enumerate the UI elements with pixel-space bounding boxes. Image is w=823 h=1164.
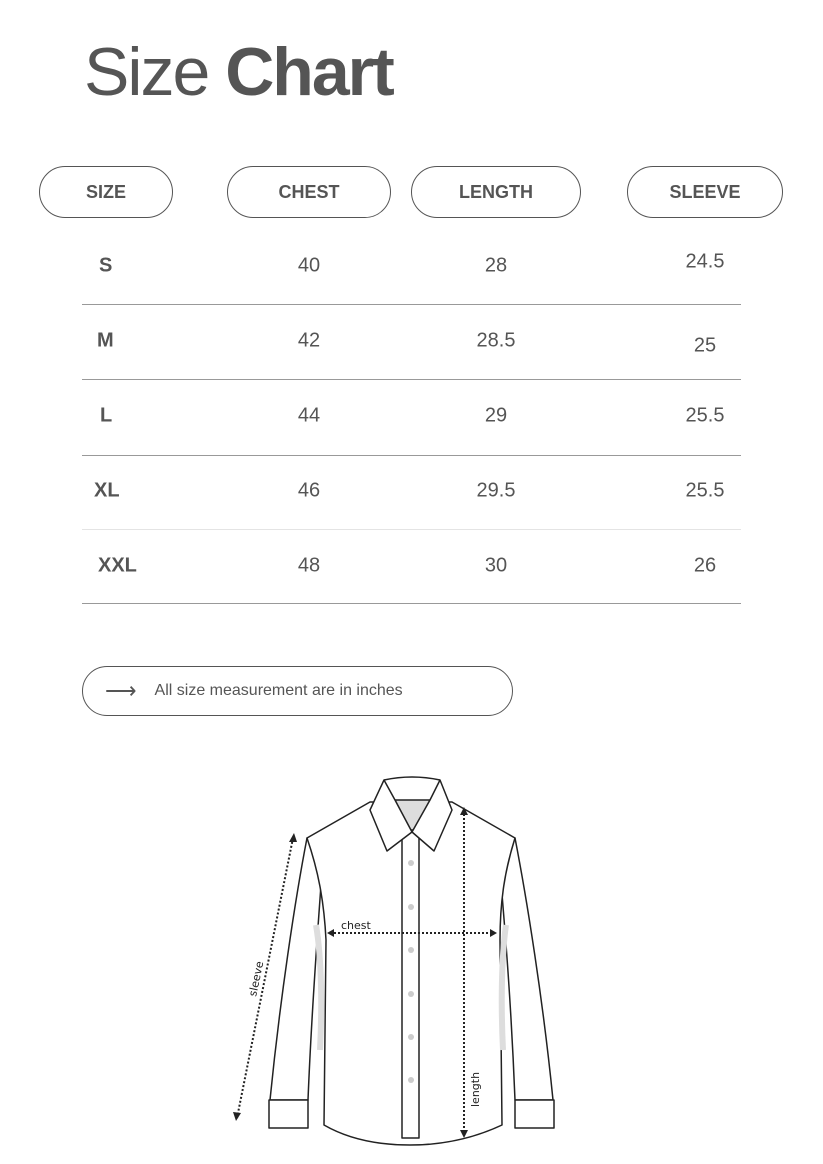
length-cell: 29 [484, 404, 508, 427]
length-label: length [469, 1072, 482, 1107]
sleeve-cell: 25 [693, 334, 717, 357]
header-length: LENGTH [411, 166, 581, 218]
length-cell: 30 [484, 554, 508, 577]
header-sleeve: SLEEVE [627, 166, 783, 218]
chest-cell: 46 [297, 479, 321, 502]
collar-right [411, 779, 453, 852]
page-title: Size Chart [84, 32, 395, 112]
units-note: ⟶ All size measurement are in inches [82, 666, 513, 716]
units-note-text: All size measurement are in inches [154, 682, 403, 699]
size-cell: L [100, 404, 113, 427]
header-chest: CHEST [227, 166, 391, 218]
length-cell: 28.5 [476, 329, 516, 352]
left-cuff [268, 1099, 309, 1129]
chest-cell: 44 [297, 404, 321, 427]
chest-cell: 40 [297, 254, 321, 277]
sleeve-cell: 26 [693, 554, 717, 577]
row-divider [82, 603, 741, 604]
header-size: SIZE [39, 166, 173, 218]
row-divider [82, 455, 741, 456]
right-sleeve [499, 837, 554, 1101]
size-cell: XXL [98, 554, 137, 577]
row-divider [82, 304, 741, 305]
chest-label: chest [341, 919, 372, 932]
sleeve-label: sleeve [246, 960, 266, 998]
row-divider [82, 529, 741, 530]
right-cuff [514, 1099, 555, 1129]
arrow-right-icon: ⟶ [105, 678, 137, 703]
collar-left [369, 779, 413, 852]
left-sleeve [269, 837, 323, 1101]
sleeve-cell: 25.5 [685, 479, 725, 502]
size-cell: S [99, 254, 113, 277]
row-divider [82, 379, 741, 380]
chest-cell: 48 [297, 554, 321, 577]
length-cell: 29.5 [476, 479, 516, 502]
size-cell: M [97, 329, 114, 352]
sleeve-measure-line [236, 837, 294, 1119]
sleeve-cell: 24.5 [685, 250, 725, 273]
placket [401, 829, 420, 1139]
sleeve-cell: 25.5 [685, 404, 725, 427]
title-bold: Chart [225, 34, 395, 110]
title-light: Size [84, 34, 210, 110]
length-cell: 28 [484, 254, 508, 277]
chest-cell: 42 [297, 329, 321, 352]
size-cell: XL [94, 479, 120, 502]
